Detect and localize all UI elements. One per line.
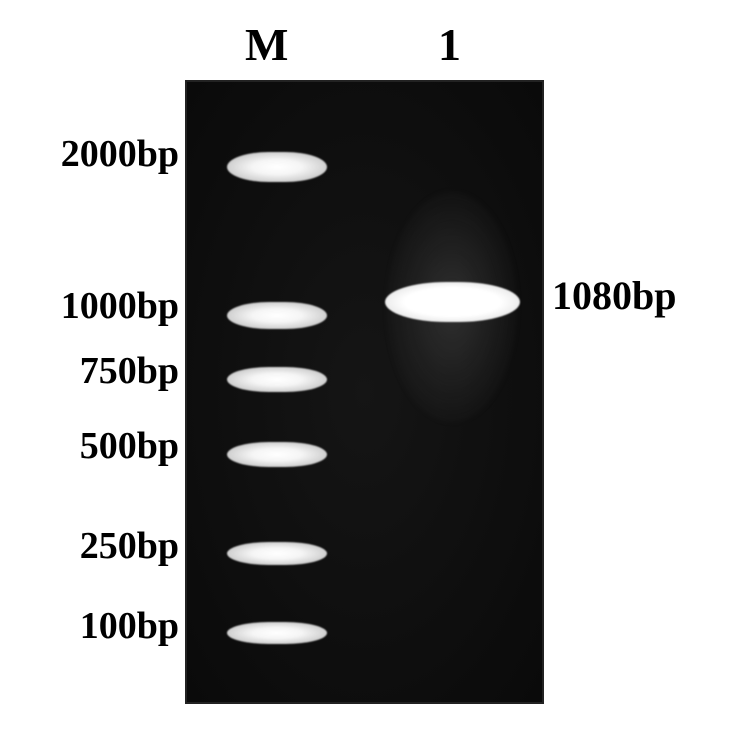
ladder-band-750 <box>227 367 327 392</box>
ladder-label-2000: 2000bp <box>61 132 179 176</box>
ladder-band-500 <box>227 442 327 467</box>
gel-figure: M 1 2000bp 1000bp 750bp 500bp 250bp 100b… <box>0 0 739 742</box>
sample-band-1080 <box>385 282 520 322</box>
ladder-label-250: 250bp <box>80 524 179 568</box>
ladder-band-2000 <box>227 152 327 182</box>
ladder-label-100: 100bp <box>80 604 179 648</box>
ladder-label-500: 500bp <box>80 424 179 468</box>
ladder-band-250 <box>227 542 327 565</box>
ladder-band-100 <box>227 622 327 644</box>
lane-label-sample1: 1 <box>438 18 461 71</box>
gel-image <box>185 80 544 704</box>
sample-label-1080: 1080bp <box>552 272 677 319</box>
lane-label-marker: M <box>245 18 288 71</box>
ladder-label-1000: 1000bp <box>61 284 179 328</box>
ladder-band-1000 <box>227 302 327 329</box>
ladder-label-750: 750bp <box>80 349 179 393</box>
